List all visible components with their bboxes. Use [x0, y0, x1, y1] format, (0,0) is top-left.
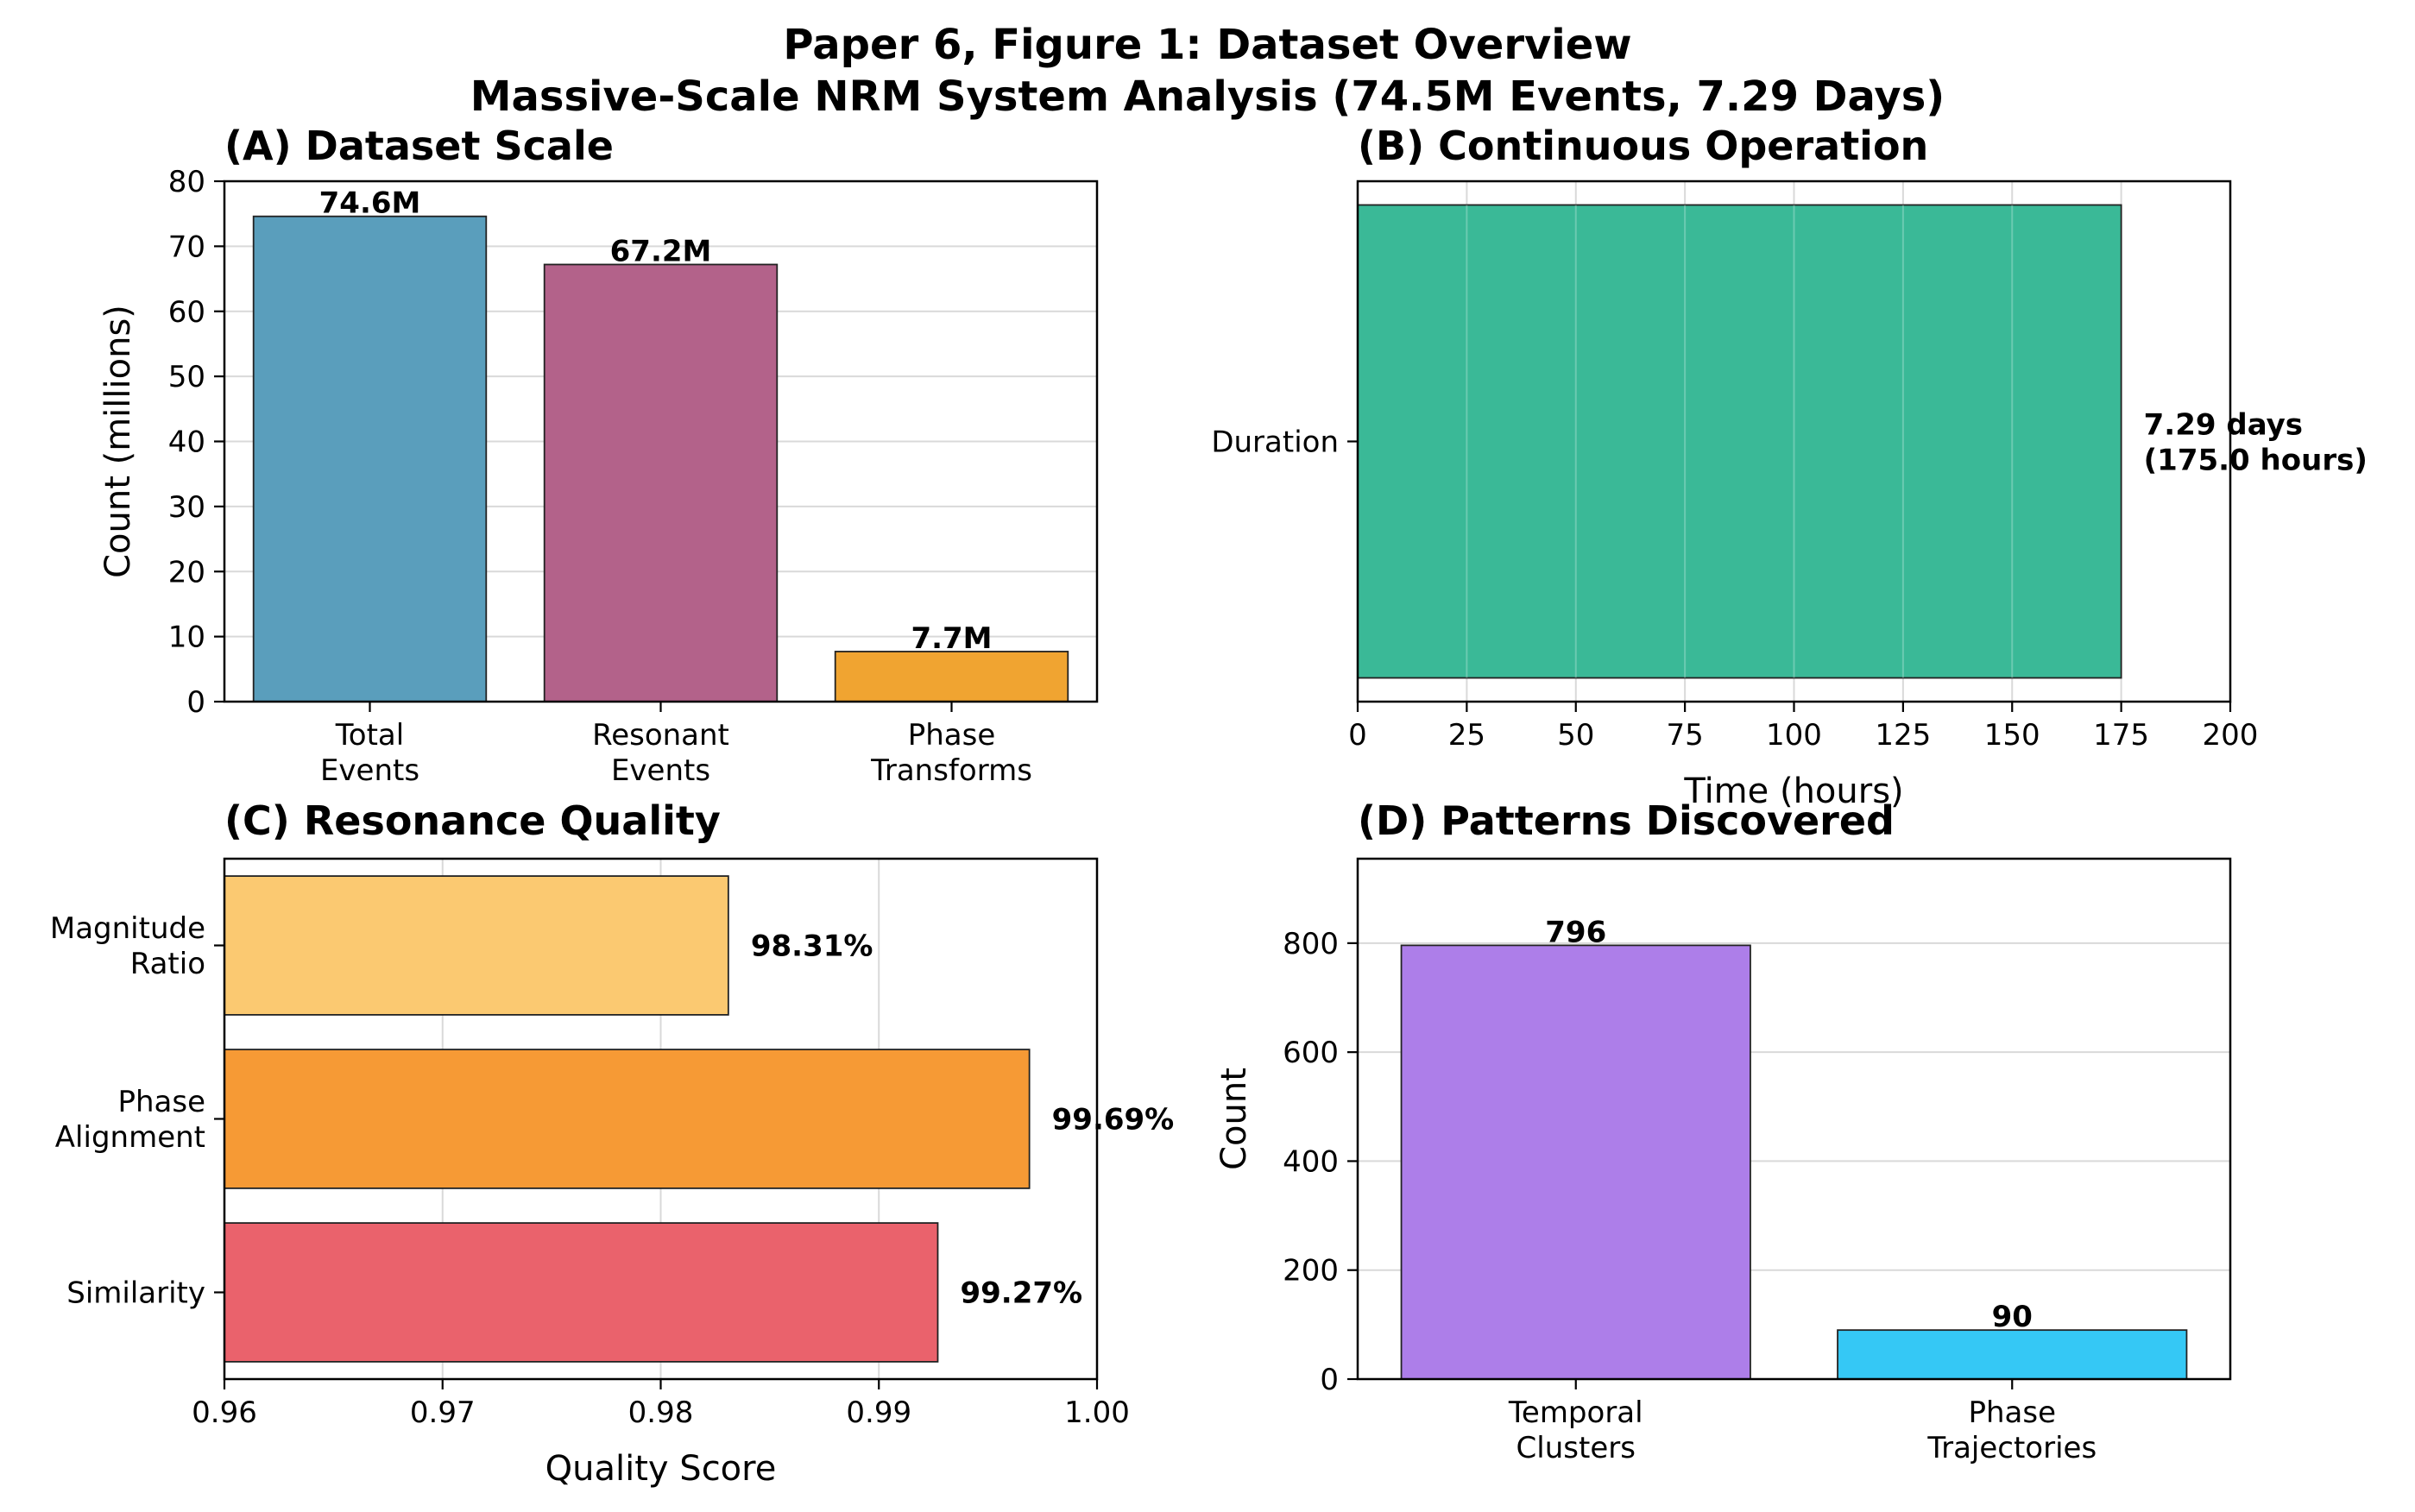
panel-d-xtick-label-line-1: Temporal [1508, 1395, 1643, 1430]
panel-c-xtick-label: 0.96 [192, 1395, 257, 1430]
panel-a-xtick-label-line-1: Resonant [592, 718, 729, 753]
panel-a-data-label: 7.7M [911, 621, 992, 656]
panel-c-ytick-label-line-2: Alignment [55, 1120, 205, 1155]
panel-a-ytick-label: 30 [168, 490, 205, 525]
panel-b-xtick-label: 0 [1348, 718, 1367, 753]
panel-b-bar [1357, 204, 2122, 679]
panel-b-axes-frame [1356, 180, 2232, 703]
panel-b-xtick-label: 200 [2203, 718, 2259, 753]
figure-title-line2: Massive-Scale NRM System Analysis (74.5M… [470, 72, 1945, 121]
panel-d-ytick-label: 600 [1283, 1036, 1339, 1070]
panel-d-xtick-label-line-2: Trajectories [1926, 1431, 2097, 1465]
panel-b-xtick-label: 175 [2093, 718, 2149, 753]
panel-c-xtick-label: 0.98 [628, 1395, 694, 1430]
panel-d-patterns-discovered: (D) Patterns Discovered 0 200 400 600 800 796… [1214, 797, 2232, 1465]
panel-a-xtick-label: Phase Transforms [870, 718, 1032, 788]
panel-a-ytick-label: 80 [168, 165, 205, 199]
panel-d-ytick-label: 400 [1283, 1144, 1339, 1179]
panel-a-ylabel: Count (millions) [98, 305, 138, 578]
panel-d-ylabel: Count [1214, 1068, 1254, 1170]
panel-c-xlabel: Quality Score [545, 1449, 777, 1489]
panel-a-ytick-label: 40 [168, 425, 205, 460]
panel-d-xtick-label-line-2: Clusters [1516, 1431, 1636, 1465]
panel-b-xtick-label: 125 [1875, 718, 1931, 753]
panel-a-xtick-label-line-1: Total [335, 718, 404, 753]
panel-c-data-label: 99.27% [960, 1276, 1082, 1311]
panel-c-xtick-label: 0.99 [846, 1395, 911, 1430]
panel-c-data-label: 99.69% [1052, 1103, 1175, 1137]
panel-a-xtick-label: Resonant Events [592, 718, 729, 788]
panel-b-data-label: 7.29 days (175.0 hours) [2144, 408, 2368, 478]
panel-d-title: (D) Patterns Discovered [1358, 797, 1895, 844]
panel-c-ytick-label-line-2: Ratio [130, 947, 205, 981]
panel-a-bar [543, 263, 779, 702]
panel-c-bar [224, 1222, 939, 1363]
panel-d-xtick-label: Temporal Clusters [1508, 1395, 1643, 1465]
panel-b-xtick-label: 100 [1766, 718, 1822, 753]
panel-d-ytick-label: 0 [1320, 1363, 1339, 1397]
panel-b-xtick-label: 25 [1448, 718, 1485, 753]
panel-c-bar [224, 875, 729, 1016]
panel-b-xtick-label: 150 [1984, 718, 2040, 753]
panel-a-axes-frame [223, 180, 1099, 703]
panel-a-xtick-label-line-2: Transforms [870, 753, 1032, 788]
panel-c-ytick-label: Phase Alignment [55, 1085, 205, 1155]
figure-title-line1: Paper 6, Figure 1: Dataset Overview [783, 21, 1631, 69]
panel-a-ytick-label: 0 [186, 685, 205, 720]
panel-d-bar [1400, 944, 1751, 1380]
panel-d-xtick-label: Phase Trajectories [1926, 1395, 2097, 1465]
panel-d-ytick-label: 800 [1283, 927, 1339, 961]
panel-a-bar [834, 651, 1069, 702]
panel-c-xtick-label: 1.00 [1064, 1395, 1130, 1430]
panel-c-ytick-label-line-1: Similarity [66, 1276, 205, 1311]
panel-b-ytick-label: Duration [1211, 425, 1339, 460]
panel-d-bar [1837, 1329, 2188, 1380]
panel-c-bar [224, 1049, 1031, 1189]
panel-a-bar [252, 215, 488, 702]
panel-b-xlabel: Time (hours) [1683, 772, 1903, 811]
panel-a-ytick-label: 10 [168, 621, 205, 655]
panel-a-data-label: 74.6M [319, 186, 421, 221]
panel-a-xtick-label-line-2: Events [611, 753, 710, 788]
panel-a-ytick-label: 20 [168, 555, 205, 589]
panel-b-title: (B) Continuous Operation [1358, 123, 1928, 169]
panel-d-data-label: 90 [1992, 1300, 2033, 1334]
panel-a-ytick-label: 60 [168, 295, 205, 330]
panel-b-xtick-label: 50 [1557, 718, 1594, 753]
panel-d-xtick-label-line-1: Phase [1968, 1395, 2056, 1430]
panel-c-axes-frame [223, 857, 1099, 1381]
panel-b-data-label-line-1: 7.29 days [2144, 408, 2303, 443]
panel-a-ytick-label: 50 [168, 360, 205, 394]
panel-a-xtick-label-line-1: Phase [908, 718, 996, 753]
panel-c-ytick-label: Similarity [66, 1276, 205, 1311]
panel-c-title: (C) Resonance Quality [224, 797, 721, 844]
panel-c-ytick-label: Magnitude Ratio [50, 911, 205, 981]
panel-b-data-label-line-2: (175.0 hours) [2144, 444, 2368, 478]
panel-a-xtick-label: Total Events [320, 718, 419, 788]
panel-d-axes-frame [1356, 857, 2232, 1381]
panel-c-ytick-label-line-1: Phase [117, 1085, 205, 1119]
panel-a-title: (A) Dataset Scale [224, 123, 614, 169]
panel-a-xtick-label-line-2: Events [320, 753, 419, 788]
panel-d-ytick-label: 200 [1283, 1254, 1339, 1288]
panel-c-resonance-quality: (C) Resonance Quality 0.96 0.97 0.98 0.99 1.… [50, 797, 1174, 1489]
panel-c-ytick-label-line-1: Magnitude [50, 911, 205, 946]
panel-c-xtick-label: 0.97 [410, 1395, 476, 1430]
panel-d-data-label: 796 [1545, 915, 1606, 949]
panel-b-ytick-label-line-1: Duration [1211, 425, 1339, 460]
panel-b-continuous-operation: (B) Continuous Operation 0 25 50 75 100 125 15… [1211, 123, 2368, 811]
panel-a-dataset-scale: (A) Dataset Scale 0 10 20 30 40 50 60 70 80 74.6M… [98, 123, 1099, 788]
panel-c-data-label: 98.31% [751, 929, 873, 964]
panel-a-data-label: 67.2M [610, 234, 712, 268]
panel-b-xtick-label: 75 [1666, 718, 1703, 753]
panel-a-ytick-label: 70 [168, 230, 205, 264]
